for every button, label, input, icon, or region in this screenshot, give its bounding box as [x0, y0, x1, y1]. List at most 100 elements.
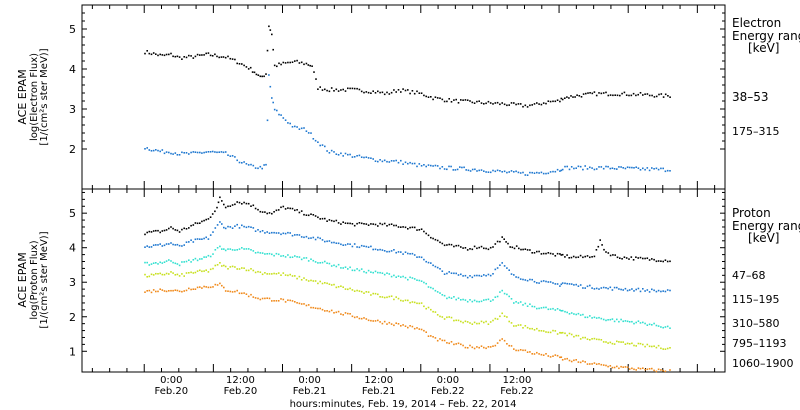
proton-series-0-point [287, 207, 289, 209]
proton-series-4-point [388, 321, 391, 324]
proton-series-0-point [402, 226, 404, 228]
electron-series-1-point [579, 165, 582, 168]
proton-series-4-point [559, 356, 561, 359]
proton-series-1-point [181, 245, 183, 247]
proton-series-3-point [448, 316, 450, 318]
electron-series-1-point [624, 167, 627, 170]
proton-series-0-point [566, 254, 568, 256]
proton-series-3-point [261, 273, 264, 276]
proton-series-4-point [660, 369, 662, 371]
electron-series-0-point [358, 88, 361, 91]
proton-series-4-point [586, 363, 589, 365]
proton-series-0-point [492, 246, 494, 248]
proton-series-0-point [522, 248, 524, 251]
proton-series-2-point [259, 252, 262, 254]
proton-series-3-point [439, 315, 441, 318]
electron-series-0-point [161, 54, 164, 56]
proton-series-4-point [298, 302, 301, 305]
proton-series-4-point [261, 297, 264, 300]
proton-series-1-point [172, 243, 174, 246]
proton-series-3-point [598, 338, 600, 341]
proton-series-4-point [159, 288, 161, 290]
proton-series-1-point [144, 246, 146, 248]
proton-series-1-point [273, 231, 275, 234]
proton-series-1-point [216, 224, 219, 226]
electron-series-1-point [513, 171, 515, 173]
proton-series-2-point [657, 325, 660, 327]
proton-series-1-point [570, 283, 573, 285]
proton-series-1-point [252, 227, 255, 229]
proton-series-1-point [413, 254, 416, 256]
electron-series-0-point [374, 92, 377, 94]
proton-series-3-point [312, 280, 315, 282]
proton-series-0-point [159, 231, 161, 234]
electron-series-0-point [651, 94, 653, 97]
electron-series-0-point [214, 53, 216, 56]
proton-series-2-point [194, 257, 197, 260]
proton-series-4-point [653, 369, 655, 372]
electron-series-0-point [593, 91, 596, 93]
proton-series-0-point [515, 245, 518, 247]
proton-series-2-point [648, 323, 651, 326]
proton-series-1-point [303, 236, 305, 239]
proton-series-3-point [418, 302, 421, 305]
proton-series-0-point [511, 246, 514, 249]
xtick-date-label-5: Feb.22 [500, 386, 534, 397]
proton-series-1-point [653, 289, 655, 292]
proton-series-4-point [430, 335, 432, 337]
xtick-time-label-2: 0:00 [298, 375, 320, 386]
proton-series-4-point [282, 298, 285, 301]
proton-series-3-point [549, 331, 552, 334]
proton-series-0-point [642, 257, 644, 260]
proton-series-4-point [506, 343, 508, 345]
electron-series-0-point [386, 91, 388, 94]
electron-series-0-point [218, 56, 220, 59]
proton-series-1-point [568, 283, 571, 285]
proton-series-2-point [480, 300, 483, 303]
proton-series-1-point [586, 285, 589, 288]
proton-series-1-point [349, 243, 351, 245]
proton-series-1-point [324, 240, 326, 243]
proton-series-2-point [499, 291, 501, 293]
proton-series-0-point [317, 216, 319, 219]
proton-series-2-point [163, 261, 166, 263]
electron-series-0-point [432, 98, 434, 101]
electron-series-0-point [471, 101, 474, 104]
proton-series-4-point [591, 363, 593, 365]
proton-series-0-point [616, 256, 619, 259]
electron-series-1-point [276, 109, 278, 112]
proton-series-0-point [538, 250, 540, 253]
electron-series-1-point [344, 152, 347, 155]
proton-series-0-point [560, 254, 563, 256]
electron-series-1-point [312, 138, 315, 140]
proton-series-2-point [150, 263, 153, 265]
proton-series-1-point [393, 249, 395, 251]
proton-series-1-point [602, 286, 605, 289]
proton-series-3-point [386, 296, 388, 299]
proton-series-4-point [664, 370, 667, 373]
proton-series-2-point [622, 320, 624, 323]
proton-series-4-point [589, 363, 591, 365]
electron-series-1-point [529, 171, 531, 174]
proton-series-0-point [630, 256, 633, 258]
proton-series-1-point [201, 238, 203, 240]
proton-series-1-point [395, 251, 397, 254]
proton-series-4-point [307, 304, 310, 306]
electron-series-1-point [393, 160, 395, 162]
electron-series-0-point [294, 60, 296, 62]
proton-series-0-point [457, 244, 460, 247]
proton-series-4-point [598, 363, 600, 365]
electron-series-1-point [427, 164, 430, 166]
proton-series-2-point [489, 300, 492, 302]
electron-series-0-point [574, 96, 576, 98]
proton-series-4-point [247, 295, 250, 298]
electron-series-1-point [395, 159, 397, 162]
proton-series-0-point [223, 203, 225, 206]
electron-series-0-point [411, 90, 414, 92]
electron-series-1-point [245, 163, 248, 165]
electron-series-0-point [183, 56, 185, 58]
proton-series-2-point [307, 260, 310, 262]
proton-series-0-point [599, 239, 601, 241]
proton-series-2-point [245, 248, 248, 250]
proton-series-3-point [430, 308, 432, 311]
